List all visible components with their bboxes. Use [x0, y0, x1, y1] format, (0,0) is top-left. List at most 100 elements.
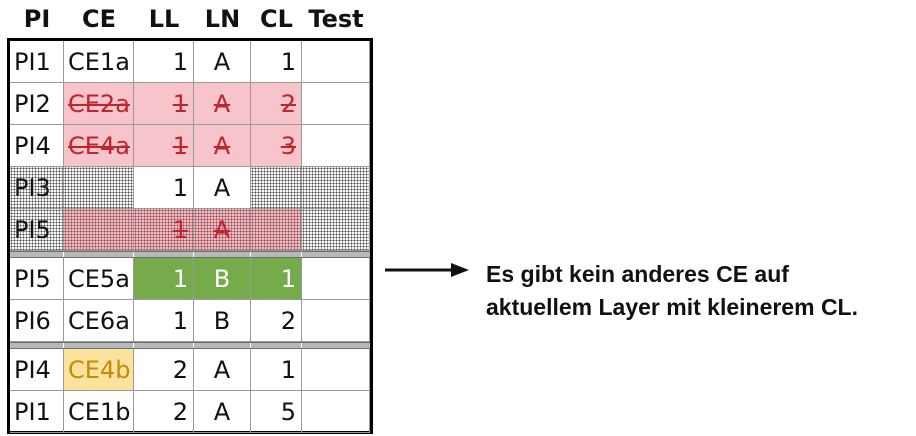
cell-ln: A [194, 125, 251, 167]
cell-ll: 1 [134, 125, 194, 167]
cell-cl: 1 [251, 349, 302, 391]
cell-pi-value: PI6 [14, 306, 51, 335]
cell-ce-value: CE4b [68, 355, 131, 384]
cell-ce: CE4a [64, 125, 134, 167]
cell-ce: CE6a [64, 300, 134, 342]
cell-cl: 2 [251, 300, 302, 342]
cell-ll: 1 [134, 209, 194, 251]
cell-ln: A [194, 209, 251, 251]
cell-test [302, 209, 370, 251]
cell-cl: 5 [251, 391, 302, 433]
group-separator [10, 342, 370, 349]
cell-ll: 1 [134, 258, 194, 300]
cell-pi: PI1 [10, 391, 64, 433]
cell-cl [251, 167, 302, 209]
cell-ll-value: 1 [172, 47, 188, 76]
cell-pi-value: PI2 [14, 89, 51, 118]
header-pi: PI [23, 5, 51, 33]
cell-cl: 2 [251, 83, 302, 125]
cell-ce-value: CE6a [68, 306, 130, 335]
cell-ll-value: 1 [172, 264, 188, 293]
cell-ce [64, 209, 134, 251]
cell-ln: A [194, 391, 251, 433]
cell-ce-value: CE4a [68, 131, 130, 160]
cell-cl-value: 1 [280, 355, 296, 384]
cell-cl-value: 2 [280, 306, 296, 335]
cell-cl: 1 [251, 41, 302, 83]
cell-ll-value: 1 [172, 173, 188, 202]
cell-test [302, 83, 370, 125]
group-separator [10, 251, 370, 258]
cell-ln-value: A [213, 397, 231, 426]
header-cl: CL [260, 5, 293, 33]
header-ll: LL [148, 5, 180, 33]
cell-ln: B [194, 300, 251, 342]
cell-ll-value: 1 [172, 131, 188, 160]
cell-pi-value: PI4 [14, 131, 51, 160]
cell-test [302, 300, 370, 342]
cell-ln: A [194, 83, 251, 125]
arrow-right-icon [385, 263, 469, 277]
cell-ll-value: 2 [172, 397, 188, 426]
cell-ce: CE4b [64, 349, 134, 391]
cell-ce: CE1b [64, 391, 134, 433]
cell-ln: A [194, 167, 251, 209]
header-ln: LN [204, 5, 241, 33]
cell-cl-value: 1 [280, 264, 296, 293]
header-test: Test [308, 5, 364, 33]
cell-pi-value: PI1 [14, 397, 51, 426]
cell-ce [64, 167, 134, 209]
cell-test [302, 125, 370, 167]
cell-ll-value: 1 [172, 306, 188, 335]
cell-cl: 1 [251, 258, 302, 300]
cell-ln-value: B [213, 264, 231, 293]
cell-ll: 1 [134, 167, 194, 209]
cell-pi-value: PI4 [14, 355, 51, 384]
cell-ln-value: A [213, 89, 231, 118]
cluster-table: PI1 CE1a 1 A 1 PI2 CE2a 1 A 2 PI4 CE4a 1 A 3 PI3 1 A PI5 1 A… [7, 38, 373, 434]
cell-test [302, 41, 370, 83]
cell-pi: PI1 [10, 41, 64, 83]
cell-cl-value: 1 [280, 47, 296, 76]
annotation-text: Es gibt kein anderes CE auf aktuellem La… [486, 258, 858, 324]
cell-pi: PI5 [10, 209, 64, 251]
cell-test [302, 258, 370, 300]
cell-pi: PI4 [10, 125, 64, 167]
cell-ln-value: B [213, 306, 231, 335]
cell-ce-value: CE1b [68, 397, 131, 426]
cell-pi-value: PI1 [14, 47, 51, 76]
cell-test [302, 391, 370, 433]
annotation-line-2: aktuellem Layer mit kleinerem CL. [486, 294, 858, 320]
cell-ln-value: A [213, 215, 231, 244]
cell-pi: PI4 [10, 349, 64, 391]
cell-ln: A [194, 41, 251, 83]
cell-ln: A [194, 349, 251, 391]
annotation-line-1: Es gibt kein anderes CE auf [486, 261, 789, 287]
cell-ln-value: A [213, 173, 231, 202]
header-ce: CE [81, 5, 116, 33]
cell-cl-value: 2 [280, 89, 296, 118]
cell-ll: 2 [134, 349, 194, 391]
cell-pi: PI5 [10, 258, 64, 300]
cell-ll-value: 1 [172, 89, 188, 118]
cell-pi-value: PI5 [14, 264, 51, 293]
cell-test [302, 167, 370, 209]
cell-ln-value: A [213, 47, 231, 76]
cell-ce: CE5a [64, 258, 134, 300]
cell-ll: 1 [134, 300, 194, 342]
cell-ll: 1 [134, 41, 194, 83]
cell-ln: B [194, 258, 251, 300]
cell-ce-value: CE2a [68, 89, 130, 118]
cell-ll: 2 [134, 391, 194, 433]
cell-cl: 3 [251, 125, 302, 167]
cell-pi-value: PI3 [14, 173, 51, 202]
cell-pi: PI3 [10, 167, 64, 209]
cell-pi-value: PI5 [14, 215, 51, 244]
cell-pi: PI6 [10, 300, 64, 342]
cell-test [302, 349, 370, 391]
cell-cl-value: 3 [280, 131, 296, 160]
cell-cl [251, 209, 302, 251]
cell-ce: CE2a [64, 83, 134, 125]
cell-ce: CE1a [64, 41, 134, 83]
cell-ce-value: CE1a [68, 47, 130, 76]
